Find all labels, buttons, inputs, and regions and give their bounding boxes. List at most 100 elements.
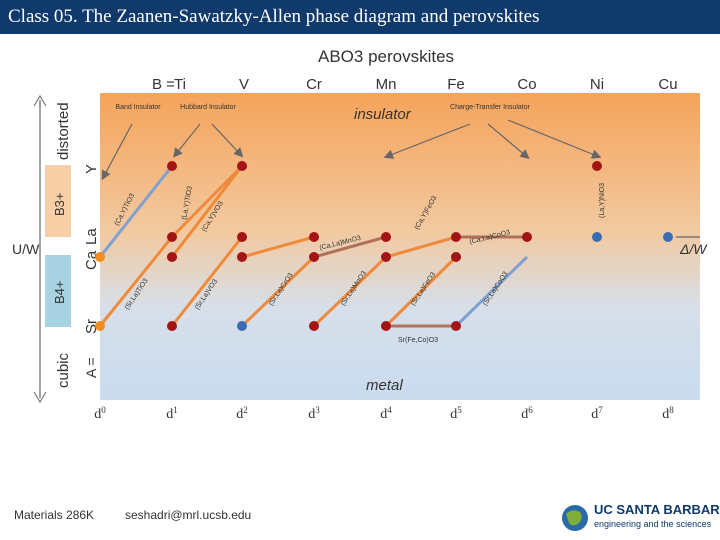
b-site-co: Co bbox=[517, 76, 536, 93]
link-line bbox=[241, 235, 315, 259]
link-line bbox=[170, 165, 244, 258]
b4-label: B4+ bbox=[52, 281, 67, 305]
d-label-5: d5 bbox=[450, 405, 462, 422]
d-label-4: d4 bbox=[380, 405, 392, 422]
right-axis: Δ/W bbox=[676, 236, 708, 257]
b3-label: B3+ bbox=[52, 193, 67, 217]
ucsb-logo: UC SANTA BARBARA engineering and the sci… bbox=[560, 500, 720, 536]
compound-label: (La,Y)NiO3 bbox=[599, 183, 606, 218]
u-over-w-label: U/W bbox=[12, 241, 40, 257]
state-dot bbox=[451, 232, 461, 242]
link-line bbox=[170, 236, 244, 327]
phase-diagram: ABO3 perovskites B = Ti V Cr Mn Fe Co Ni Cu ins… bbox=[12, 47, 708, 422]
d-label-1: d1 bbox=[166, 405, 178, 422]
delta-over-w-label: Δ/W bbox=[679, 241, 708, 257]
left-axis-arrow-up bbox=[33, 95, 47, 107]
d-label-8: d8 bbox=[662, 405, 674, 422]
logo-subtitle: engineering and the sciences bbox=[594, 519, 712, 529]
link-line bbox=[240, 255, 316, 328]
state-dot bbox=[309, 321, 319, 331]
link-line bbox=[170, 164, 244, 239]
state-dot bbox=[381, 232, 391, 242]
b4-box bbox=[45, 255, 71, 327]
state-dot bbox=[309, 232, 319, 242]
state-dot bbox=[167, 161, 177, 171]
metal-label: metal bbox=[366, 377, 403, 394]
state-dot bbox=[167, 232, 177, 242]
state-dot bbox=[237, 321, 247, 331]
b-site-fe: Fe bbox=[447, 76, 465, 93]
link-line bbox=[312, 255, 388, 328]
state-dot bbox=[451, 252, 461, 262]
plot-background bbox=[100, 93, 700, 400]
state-dot bbox=[592, 232, 602, 242]
email-label: seshadri@mrl.ucsb.edu bbox=[125, 508, 252, 522]
ct-arrow-2 bbox=[487, 123, 530, 160]
state-dot bbox=[237, 161, 247, 171]
b-site-mn: Mn bbox=[376, 76, 397, 93]
ct-arrow-1 bbox=[383, 123, 471, 159]
state-dot bbox=[237, 232, 247, 242]
state-dot bbox=[381, 252, 391, 262]
b3-box bbox=[45, 165, 71, 237]
state-dot bbox=[237, 252, 247, 262]
state-dot bbox=[95, 252, 105, 262]
state-dot bbox=[167, 321, 177, 331]
state-dot bbox=[381, 321, 391, 331]
charge-transfer-text: Charge-Transfer Insulator bbox=[450, 104, 531, 111]
d-label-sup-5: 5 bbox=[457, 405, 462, 415]
link-line bbox=[313, 235, 387, 259]
b-site-cu: Cu bbox=[658, 76, 677, 93]
state-dot bbox=[592, 161, 602, 171]
d-label-sup-7: 7 bbox=[598, 405, 603, 415]
d-label-sup-1: 1 bbox=[173, 405, 178, 415]
b-site-ni: Ni bbox=[590, 76, 604, 93]
a-ion-y: Y bbox=[83, 164, 100, 174]
title-bar: Class 05. The Zaanen-Sawatzky-Allen phas… bbox=[0, 0, 720, 34]
cubic-label: cubic bbox=[55, 352, 72, 388]
charge-transfer-label: Charge-Transfer Insulator bbox=[450, 104, 531, 111]
a-ion-sr: Sr bbox=[83, 319, 100, 334]
a-ion-la: La bbox=[83, 228, 100, 245]
state-dot bbox=[167, 252, 177, 262]
b-site-cr: Cr bbox=[306, 76, 322, 93]
state-dot bbox=[663, 232, 673, 242]
link-line bbox=[385, 235, 457, 259]
logo-name: UC SANTA BARBARA bbox=[594, 502, 720, 517]
perovskite-title: ABO3 perovskites bbox=[318, 47, 454, 66]
left-axis-arrow-down bbox=[33, 391, 47, 403]
d-label-sup-8: 8 bbox=[669, 405, 674, 415]
band-insulator-text: Band Insulator bbox=[115, 104, 161, 111]
link-line bbox=[384, 255, 458, 328]
d-label-7: d7 bbox=[591, 405, 603, 422]
d-label-sup-6: 6 bbox=[528, 405, 533, 415]
hubbard-arrow-1 bbox=[173, 123, 201, 158]
d-label-2: d2 bbox=[236, 405, 248, 422]
hubbard-arrow-2 bbox=[211, 123, 244, 158]
state-dot bbox=[522, 232, 532, 242]
insulator-arrows bbox=[101, 119, 602, 181]
state-dot bbox=[451, 321, 461, 331]
d-label-3: d3 bbox=[308, 405, 320, 422]
d-label-6: d6 bbox=[521, 405, 533, 422]
globe-icon bbox=[562, 505, 588, 531]
state-dot bbox=[95, 321, 105, 331]
link-line bbox=[454, 255, 529, 328]
d-label-sup-4: 4 bbox=[387, 405, 392, 415]
d-label-sup-3: 3 bbox=[315, 405, 320, 415]
d-label-sup-0: 0 bbox=[101, 405, 106, 415]
link-line bbox=[98, 165, 174, 258]
d-label-sup-2: 2 bbox=[243, 405, 248, 415]
link-line bbox=[98, 236, 174, 327]
b-site-ti: Ti bbox=[174, 76, 186, 93]
a-prefix-label: A = bbox=[83, 357, 99, 378]
hubbard-insulator-label: Hubbard Insulator bbox=[180, 104, 236, 111]
band-insulator-label: Band Insulator bbox=[115, 104, 161, 111]
insulator-label: insulator bbox=[354, 106, 412, 123]
distorted-label: distorted bbox=[55, 102, 72, 160]
ct-arrow-3 bbox=[507, 119, 602, 159]
compound-label: Sr(Fe,Co)O3 bbox=[398, 337, 438, 344]
b-site-v: V bbox=[239, 76, 249, 93]
slide-title: Class 05. The Zaanen-Sawatzky-Allen phas… bbox=[8, 6, 540, 27]
